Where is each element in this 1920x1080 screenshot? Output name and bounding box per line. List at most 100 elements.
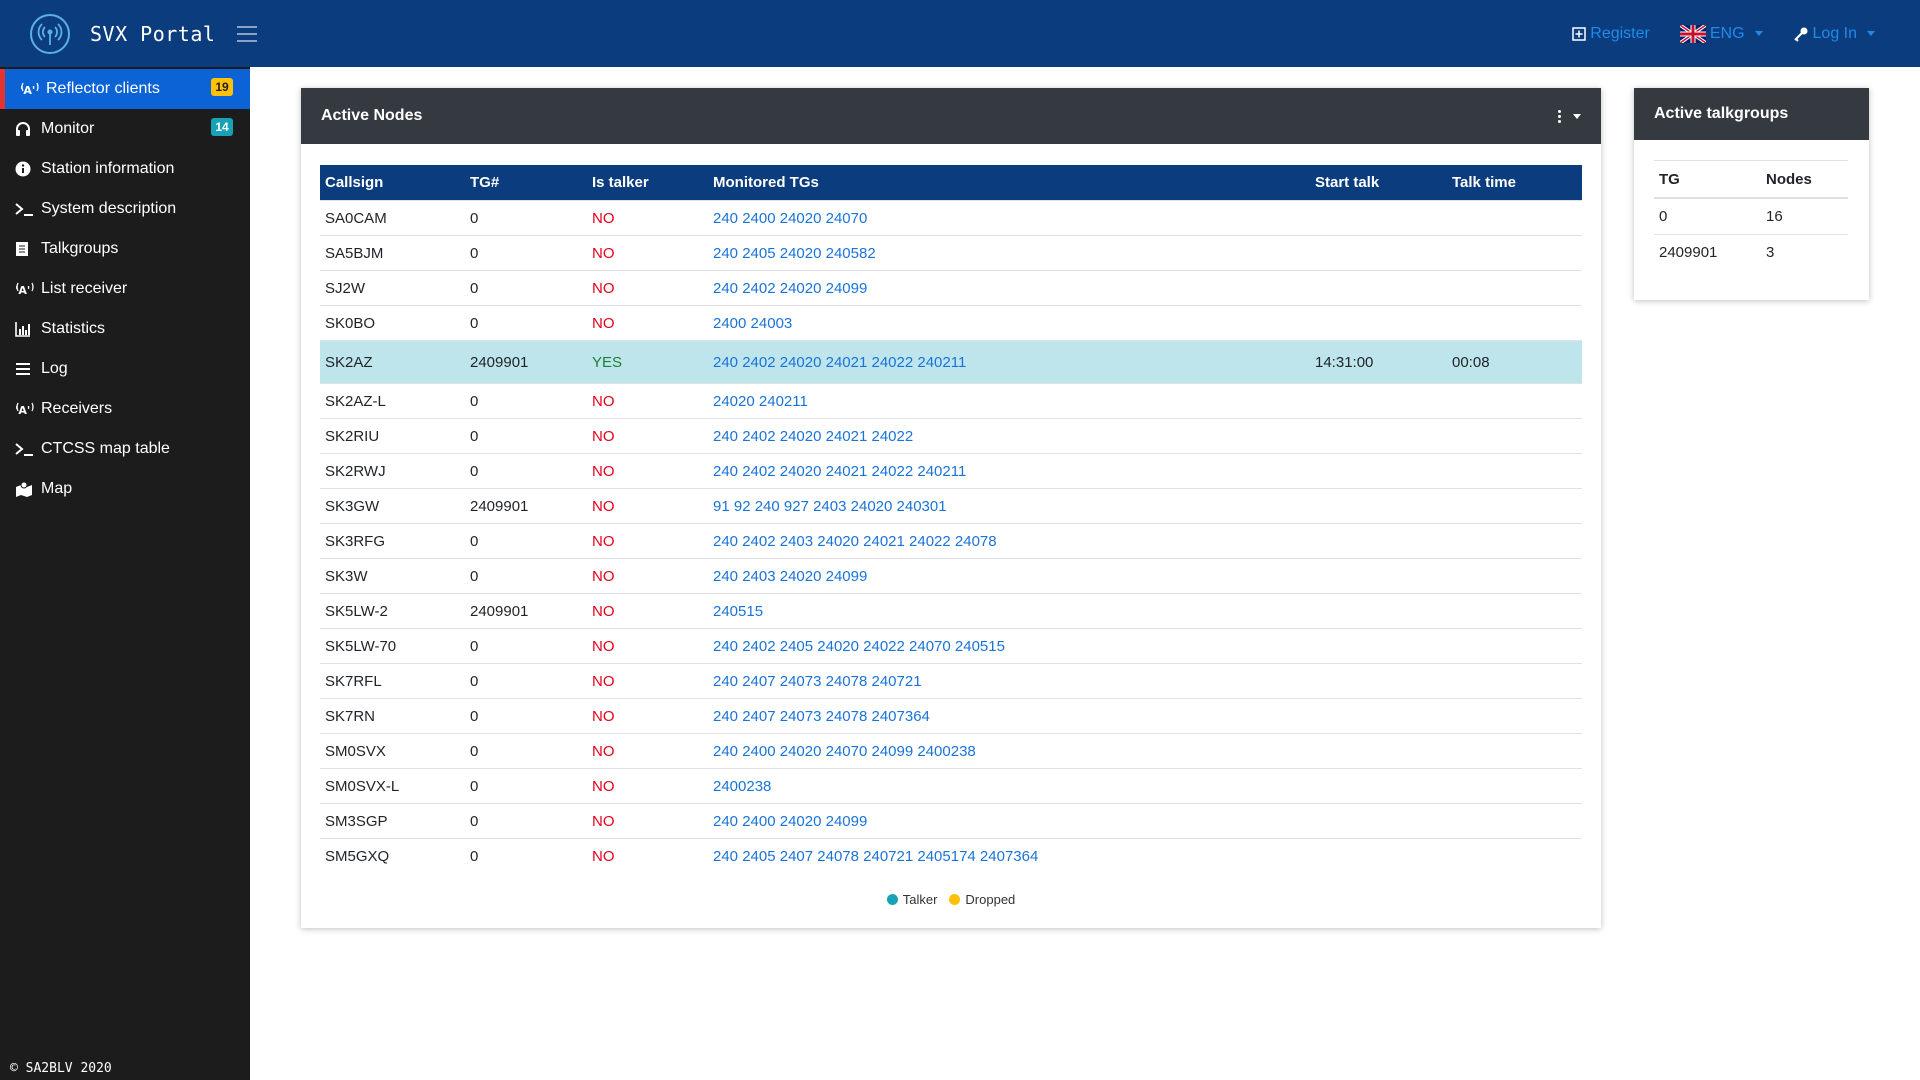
svg-text:'A': 'A'	[15, 284, 30, 297]
tg-cell: 0	[465, 663, 587, 699]
monitored-tgs-cell[interactable]: 240 2402 2403 24020 24021 24022 24078	[708, 523, 1310, 559]
sidebar-item-statistics[interactable]: Statistics	[0, 309, 250, 349]
table-row[interactable]: SK3GW 2409901 NO 91 92 240 927 2403 24020 2…	[320, 488, 1582, 524]
table-row[interactable]: SM0SVX 0 NO 240 2400 24020 24070 24099 2400…	[320, 733, 1582, 769]
callsign-cell: SJ2W	[320, 270, 465, 306]
column-header-talk-time[interactable]: Talk time	[1447, 165, 1582, 201]
table-row[interactable]: SK5LW-70 0 NO 240 2402 2405 24020 24022 240…	[320, 628, 1582, 664]
is-talker-cell: NO	[587, 305, 708, 341]
callsign-cell: SM5GXQ	[320, 838, 465, 873]
monitored-tgs-cell[interactable]: 2400 24003	[708, 305, 1310, 341]
table-row[interactable]: SM5GXQ 0 NO 240 2405 2407 24078 240721 2405…	[320, 838, 1582, 873]
sidebar-item-list-receiver[interactable]: 'A' List receiver	[0, 269, 250, 309]
sidebar-item-ctcss-map-table[interactable]: CTCSS map table	[0, 429, 250, 469]
is-talker-cell: NO	[587, 698, 708, 734]
chart-icon	[15, 321, 37, 337]
radio-tower-logo-icon	[30, 13, 70, 54]
talk-time-cell	[1447, 663, 1582, 699]
legend-item-dropped[interactable]: Dropped	[949, 892, 1015, 907]
talk-time-cell	[1447, 523, 1582, 559]
register-link[interactable]: Register	[1572, 25, 1650, 43]
sidebar-item-reflector-clients[interactable]: 'A' Reflector clients 19	[0, 69, 250, 109]
column-header-tg[interactable]: TG#	[465, 165, 587, 201]
column-header-monitored-tgs[interactable]: Monitored TGs	[708, 165, 1310, 201]
talk-time-cell	[1447, 803, 1582, 839]
sidebar-item-map[interactable]: Map	[0, 469, 250, 509]
monitored-tgs-cell[interactable]: 240 2407 24073 24078 240721	[708, 663, 1310, 699]
table-row[interactable]: SK2RWJ 0 NO 240 2402 24020 24021 24022 2402…	[320, 453, 1582, 489]
table-row[interactable]: SK3RFG 0 NO 240 2402 2403 24020 24021 24022…	[320, 523, 1582, 559]
is-talker-cell: NO	[587, 628, 708, 664]
table-row[interactable]: SK0BO 0 NO 2400 24003	[320, 305, 1582, 341]
table-row[interactable]: SK5LW-2 2409901 NO 240515	[320, 593, 1582, 629]
brand[interactable]: SVX Portal	[30, 13, 215, 54]
talk-time-cell	[1447, 383, 1582, 419]
monitored-tgs-cell[interactable]: 24020 240211	[708, 383, 1310, 419]
monitored-tgs-cell[interactable]: 91 92 240 927 2403 24020 240301	[708, 488, 1310, 524]
table-row[interactable]: SK3W 0 NO 240 2403 24020 24099	[320, 558, 1582, 594]
monitored-tgs-cell[interactable]: 240 2402 24020 24099	[708, 270, 1310, 306]
monitored-tgs-cell[interactable]: 240 2402 24020 24021 24022	[708, 418, 1310, 454]
start-talk-cell	[1310, 270, 1447, 306]
column-header-callsign[interactable]: Callsign	[320, 165, 465, 201]
talk-time-cell	[1447, 200, 1582, 236]
chart-legend: Talker Dropped	[301, 892, 1601, 907]
monitored-tgs-cell[interactable]: 240 2402 24020 24021 24022 240211	[708, 453, 1310, 489]
talk-time-cell	[1447, 235, 1582, 271]
legend-item-talker[interactable]: Talker	[886, 892, 937, 907]
table-row[interactable]: SJ2W 0 NO 240 2402 24020 24099	[320, 270, 1582, 306]
sidebar-item-log[interactable]: Log	[0, 349, 250, 389]
monitored-tgs-cell[interactable]: 240515	[708, 593, 1310, 629]
sidebar-item-system-description[interactable]: System description	[0, 189, 250, 229]
login-dropdown[interactable]: Log In	[1793, 25, 1875, 43]
callsign-cell: SM0SVX	[320, 733, 465, 769]
table-row[interactable]: SK2AZ 2409901 YES 240 2402 24020 24021 2402…	[320, 340, 1582, 384]
monitored-tgs-cell[interactable]: 240 2405 2407 24078 240721 2405174 24073…	[708, 838, 1310, 873]
sidebar-item-receivers[interactable]: 'A' Receivers	[0, 389, 250, 429]
active-nodes-card: Active Nodes Callsign TG# Is talker Moni…	[301, 88, 1601, 928]
table-row[interactable]: SK7RN 0 NO 240 2407 24073 24078 2407364	[320, 698, 1582, 734]
monitored-tgs-cell[interactable]: 240 2400 24020 24099	[708, 803, 1310, 839]
monitored-tgs-cell[interactable]: 2400238	[708, 768, 1310, 804]
monitored-tgs-cell[interactable]: 240 2400 24020 24070 24099 2400238	[708, 733, 1310, 769]
table-row[interactable]: SK2RIU 0 NO 240 2402 24020 24021 24022	[320, 418, 1582, 454]
tg-cell: 0	[465, 200, 587, 236]
card-options-button[interactable]	[1558, 109, 1581, 123]
table-row[interactable]: SM0SVX-L 0 NO 2400238	[320, 768, 1582, 804]
callsign-cell: SK2AZ	[320, 340, 465, 384]
start-talk-cell	[1310, 698, 1447, 734]
sidebar: 'A' Reflector clients 19 Monitor 14 Stat…	[0, 67, 250, 1080]
monitored-tgs-cell[interactable]: 240 2405 24020 240582	[708, 235, 1310, 271]
sidebar-item-monitor[interactable]: Monitor 14	[0, 109, 250, 149]
monitored-tgs-cell[interactable]: 240 2402 24020 24021 24022 240211	[708, 340, 1310, 384]
svg-text:'A': 'A'	[15, 404, 30, 417]
legend-label: Dropped	[965, 892, 1016, 907]
book-icon	[15, 241, 37, 257]
language-dropdown[interactable]: ENG	[1679, 24, 1763, 43]
sidebar-item-talkgroups[interactable]: Talkgroups	[0, 229, 250, 269]
is-talker-cell: NO	[587, 733, 708, 769]
start-talk-cell	[1310, 200, 1447, 236]
start-talk-cell	[1310, 768, 1447, 804]
sidebar-item-label: Monitor	[41, 120, 95, 137]
monitored-tgs-cell[interactable]: 240 2400 24020 24070	[708, 200, 1310, 236]
top-navbar: SVX Portal Register ENG	[0, 0, 1920, 67]
table-row[interactable]: SM3SGP 0 NO 240 2400 24020 24099	[320, 803, 1582, 839]
monitored-tgs-cell[interactable]: 240 2407 24073 24078 2407364	[708, 698, 1310, 734]
talk-time-cell	[1447, 733, 1582, 769]
nodes-cell: 16	[1761, 197, 1848, 235]
monitored-tgs-cell[interactable]: 240 2403 24020 24099	[708, 558, 1310, 594]
menu-toggle-icon[interactable]	[237, 25, 258, 42]
sidebar-item-station-information[interactable]: Station information	[0, 149, 250, 189]
monitored-tgs-cell[interactable]: 240 2402 2405 24020 24022 24070 240515	[708, 628, 1310, 664]
table-row[interactable]: SA0CAM 0 NO 240 2400 24020 24070	[320, 200, 1582, 236]
table-row[interactable]: SA5BJM 0 NO 240 2405 24020 240582	[320, 235, 1582, 271]
column-header-is-talker[interactable]: Is talker	[587, 165, 708, 201]
login-label: Log In	[1812, 24, 1857, 42]
start-talk-cell	[1310, 523, 1447, 559]
table-header-row: TG Nodes	[1654, 160, 1848, 199]
table-row[interactable]: SK2AZ-L 0 NO 24020 240211	[320, 383, 1582, 419]
table-row[interactable]: SK7RFL 0 NO 240 2407 24073 24078 240721	[320, 663, 1582, 699]
column-header-start-talk[interactable]: Start talk	[1310, 165, 1447, 201]
is-talker-cell: NO	[587, 488, 708, 524]
